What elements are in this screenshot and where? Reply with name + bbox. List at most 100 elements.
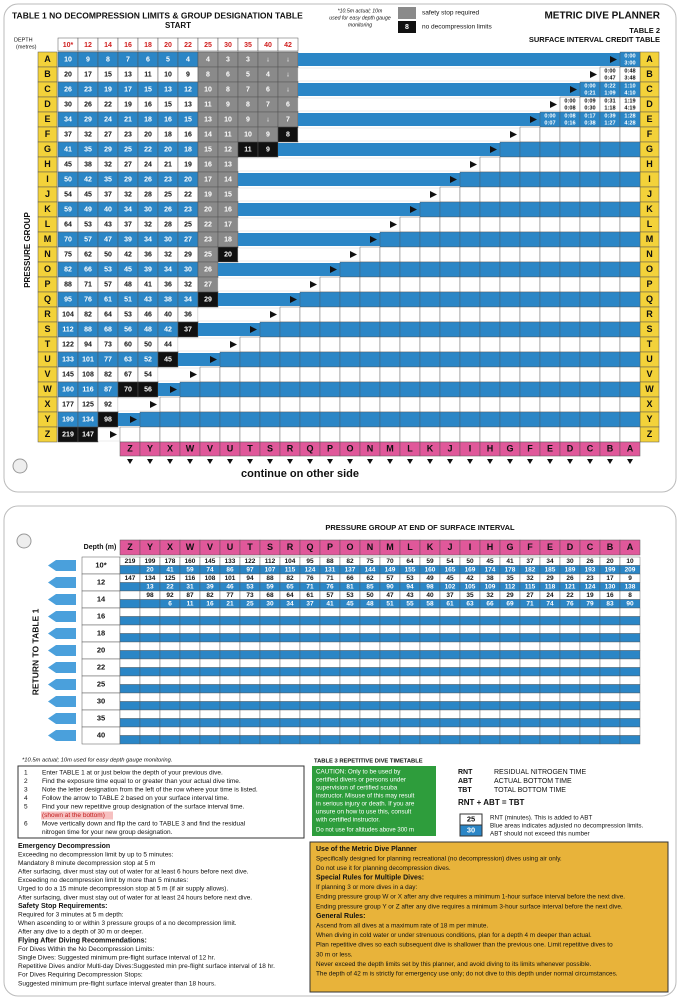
interval-cell bbox=[219, 396, 241, 413]
rnt-cell bbox=[619, 607, 641, 617]
rnt-cell bbox=[539, 641, 561, 651]
rnt-cell bbox=[319, 692, 341, 702]
abt-value: 185 bbox=[545, 567, 556, 574]
interval-cell bbox=[579, 171, 601, 188]
rnt-cell bbox=[599, 709, 621, 719]
rnt-cell bbox=[279, 709, 301, 719]
abt-cell bbox=[339, 667, 361, 677]
abt-value: 107 bbox=[265, 567, 276, 574]
abt-cell bbox=[359, 616, 381, 626]
interval-cell bbox=[579, 396, 601, 413]
interval-cell bbox=[159, 411, 181, 428]
rnt-cell bbox=[419, 692, 441, 702]
rnt-value: 112 bbox=[265, 558, 276, 565]
rnt-cell bbox=[579, 658, 601, 668]
interval-cell bbox=[419, 216, 441, 233]
time-value: 40 bbox=[104, 206, 112, 213]
abt-cell bbox=[539, 667, 561, 677]
step-text: Find your new repetitive group designati… bbox=[42, 804, 245, 811]
label: PRESSURE GROUP bbox=[23, 212, 32, 288]
rnt-cell bbox=[459, 624, 481, 634]
rnt-cell bbox=[119, 624, 141, 634]
time-value: 45 bbox=[164, 356, 172, 363]
rnt-cell bbox=[259, 641, 281, 651]
group-letter: P bbox=[44, 279, 50, 289]
time-value: 50 bbox=[64, 176, 72, 183]
rnt-value: 40 bbox=[426, 592, 434, 599]
time-value: ↓ bbox=[286, 86, 290, 93]
depth-label: 12 bbox=[84, 42, 92, 49]
rnt-value: 88 bbox=[266, 575, 274, 582]
interval-cell bbox=[279, 351, 301, 368]
depth-label: 16 bbox=[124, 42, 132, 49]
time-value: 4 bbox=[266, 71, 270, 78]
abt-value: 86 bbox=[226, 567, 234, 574]
interval-cell bbox=[159, 426, 181, 443]
time-value: 54 bbox=[64, 191, 72, 198]
time-value: 9 bbox=[226, 101, 230, 108]
rnt-value: 147 bbox=[125, 575, 136, 582]
interval-cell bbox=[339, 261, 361, 278]
time-value: 23 bbox=[84, 86, 92, 93]
rnt-cell bbox=[179, 607, 201, 617]
time-value: 116 bbox=[82, 386, 93, 393]
rnt-cell bbox=[459, 726, 481, 736]
abt-cell bbox=[239, 667, 261, 677]
step-text: (shown at the bottom) bbox=[42, 812, 105, 819]
time-value: 5 bbox=[166, 56, 170, 63]
rnt-value: 50 bbox=[366, 592, 374, 599]
time-value: 18 bbox=[164, 131, 172, 138]
row-arrow bbox=[130, 416, 137, 423]
interval-cell bbox=[279, 321, 301, 338]
abt-value: 71 bbox=[306, 584, 314, 591]
interval-cell bbox=[319, 366, 341, 383]
interval-cell bbox=[439, 321, 461, 338]
rnt-cell bbox=[159, 692, 181, 702]
time-value: 24 bbox=[104, 116, 112, 123]
section-text: The depth of 42 m is strictly for emerge… bbox=[316, 970, 618, 977]
abt-value: 118 bbox=[545, 584, 556, 591]
interval-cell bbox=[479, 171, 501, 188]
interval-cell bbox=[379, 276, 401, 293]
abt-cell bbox=[239, 650, 261, 660]
abt-value: 155 bbox=[405, 567, 416, 574]
legend-swatch bbox=[398, 21, 416, 33]
step-text: Note the letter designation from the lef… bbox=[42, 787, 258, 794]
interval-cell bbox=[559, 366, 581, 383]
rnt-value: 59 bbox=[426, 558, 434, 565]
rnt-cell bbox=[259, 624, 281, 634]
group-letter: H bbox=[44, 159, 51, 169]
group-letter: I bbox=[648, 174, 651, 184]
section-text: When diving in cold water or under stren… bbox=[316, 932, 592, 939]
time-value: 88 bbox=[64, 281, 72, 288]
abt-cell bbox=[399, 616, 421, 626]
time-value: 24 bbox=[144, 161, 152, 168]
interval-cell bbox=[519, 411, 541, 428]
rnt-value: 108 bbox=[205, 575, 216, 582]
time-value: 32 bbox=[104, 161, 112, 168]
rnt-cell bbox=[379, 692, 401, 702]
abt-value: 165 bbox=[445, 567, 456, 574]
abt-cell bbox=[299, 684, 321, 694]
time-value: 67 bbox=[124, 371, 132, 378]
return-arrow bbox=[48, 594, 76, 605]
interval-cell bbox=[499, 276, 521, 293]
abt-cell bbox=[559, 735, 581, 745]
rnt-cell bbox=[259, 607, 281, 617]
abt-cell bbox=[339, 701, 361, 711]
rnt-cell bbox=[479, 675, 501, 685]
rnt-value: 9 bbox=[628, 575, 632, 582]
rnt-cell bbox=[299, 726, 321, 736]
time-value: ↓ bbox=[266, 116, 270, 123]
interval-cell bbox=[279, 396, 301, 413]
interval-cell bbox=[479, 261, 501, 278]
down-arrow bbox=[227, 459, 233, 464]
interval-cell bbox=[319, 276, 341, 293]
abt-cell bbox=[279, 650, 301, 660]
rnt-cell bbox=[359, 692, 381, 702]
abt-cell bbox=[419, 667, 441, 677]
time-value: 6 bbox=[266, 86, 270, 93]
time-value: 41 bbox=[64, 146, 72, 153]
interval-cell bbox=[599, 396, 621, 413]
abt-cell bbox=[579, 633, 601, 643]
